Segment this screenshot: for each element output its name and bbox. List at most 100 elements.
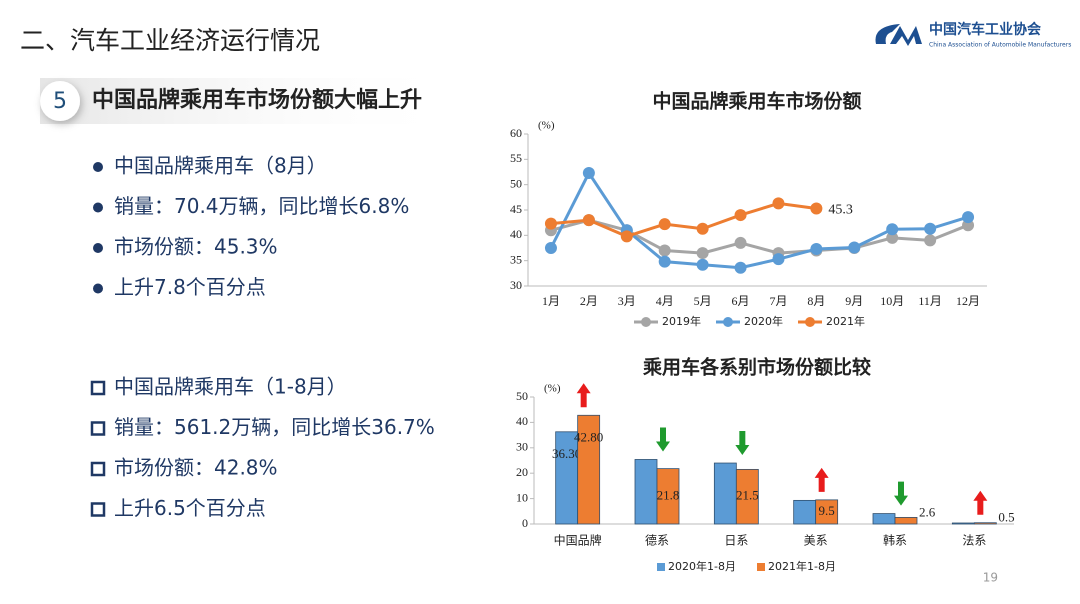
data-label: 45.3 (828, 203, 853, 218)
data-point (772, 197, 785, 210)
page-number: 19 (983, 571, 998, 585)
data-point (696, 222, 709, 235)
data-point (658, 218, 671, 231)
data-label: 21.5 (736, 488, 759, 503)
y-axis-label: (%) (538, 120, 555, 132)
bullet-marker (93, 202, 103, 213)
down-arrow (656, 427, 670, 452)
data-point (734, 261, 747, 274)
y-tick-label: 30 (510, 278, 522, 292)
data-label: 42.80 (574, 429, 603, 444)
bar (872, 513, 896, 525)
slide-title: 二、汽车工业经济运行情况 (20, 26, 320, 55)
legend-label: 2020年1-8月 (668, 559, 736, 573)
bullet-marker (90, 461, 106, 477)
y-tick-label: 50 (516, 389, 528, 403)
data-point (886, 231, 899, 244)
x-tick-label: 7月 (769, 294, 787, 308)
data-point (658, 244, 671, 257)
y-tick-label: 0 (522, 516, 528, 530)
x-tick-label: 9月 (845, 294, 863, 308)
bar (951, 522, 975, 525)
x-tick-label: 3月 (618, 294, 636, 308)
bullet-text: 中国品牌乘用车（1-8月） (114, 375, 347, 399)
y-tick-label: 20 (516, 465, 528, 479)
y-tick-label: 10 (516, 490, 528, 504)
data-point (620, 230, 633, 243)
chart-title: 乘用车各系别市场份额比较 (642, 356, 871, 379)
data-point (810, 202, 823, 215)
data-point (582, 167, 595, 180)
y-axis-label: (%) (544, 383, 561, 395)
data-point (658, 255, 671, 268)
x-tick-label: 4月 (656, 294, 674, 308)
x-tick-label: 2月 (580, 294, 598, 308)
data-point (544, 217, 557, 230)
bullet-text: 市场份额：42.8% (114, 456, 278, 480)
logo-mark (890, 26, 922, 46)
up-arrow (814, 467, 829, 492)
bar (793, 499, 817, 525)
series-line (550, 218, 969, 255)
series-line (549, 170, 969, 270)
x-tick-label: 法系 (962, 534, 986, 548)
x-tick-label: 日系 (724, 534, 748, 548)
y-tick-label: 50 (510, 176, 522, 190)
data-point (810, 243, 823, 256)
data-point (772, 253, 785, 266)
bullet-marker (93, 243, 103, 253)
bullet-text: 市场份额：45.3% (114, 235, 278, 259)
x-tick-label: 8月 (807, 294, 825, 308)
y-tick-label: 35 (510, 252, 522, 266)
bullet-text: 销量：70.4万辆，同比增长6.8% (114, 194, 409, 218)
bullet-marker (90, 380, 106, 396)
x-tick-label: 韩系 (883, 533, 907, 548)
bullet-text: 中国品牌乘用车（8月） (114, 154, 327, 178)
bar (656, 468, 680, 525)
bullet-text: 上升7.8个百分点 (114, 275, 266, 299)
data-label: 21.8 (657, 487, 680, 502)
y-tick-label: 60 (510, 126, 522, 140)
legend-label: 2020年 (744, 314, 783, 328)
bullet-text: 销量：561.2万辆，同比增长36.7% (114, 415, 435, 439)
x-tick-label: 5月 (694, 294, 712, 308)
bar (735, 468, 759, 525)
section-number: 5 (53, 89, 67, 114)
data-point (734, 236, 747, 249)
x-tick-label: 美系 (804, 534, 828, 548)
logo-en: China Association of Automobile Manufact… (929, 42, 1071, 49)
series-line (550, 201, 817, 238)
logo: 中国汽车工业协会 China Association of Automobile… (875, 21, 1071, 49)
x-tick-label: 10月 (880, 294, 904, 308)
y-tick-label: 45 (510, 202, 522, 216)
y-tick-label: 40 (510, 227, 522, 241)
legend-label: 2021年1-8月 (768, 559, 836, 573)
section-title: 中国品牌乘用车市场份额大幅上升 (92, 87, 422, 113)
y-tick-label: 40 (516, 414, 528, 428)
legend-swatch (657, 563, 665, 571)
up-arrow (576, 383, 591, 408)
legend-label: 2019年 (662, 314, 701, 328)
bullet-marker (90, 421, 106, 436)
bar (894, 516, 918, 525)
bullet-marker (90, 502, 106, 517)
data-point (734, 209, 747, 222)
data-label: 0.5 (998, 510, 1014, 525)
bar (634, 459, 658, 525)
y-tick-label: 30 (516, 440, 528, 454)
legend-swatch (641, 317, 651, 327)
data-label: 2.6 (919, 504, 936, 519)
data-point (544, 242, 557, 254)
data-point (582, 214, 595, 227)
y-tick-label: 55 (510, 151, 522, 165)
data-point (696, 258, 709, 271)
data-point (962, 211, 975, 224)
x-tick-label: 6月 (732, 294, 750, 308)
down-arrow (735, 431, 750, 456)
x-tick-label: 1月 (542, 294, 560, 308)
data-point (924, 234, 937, 247)
legend-swatch (723, 317, 733, 327)
chart-title: 中国品牌乘用车市场份额 (652, 90, 861, 113)
